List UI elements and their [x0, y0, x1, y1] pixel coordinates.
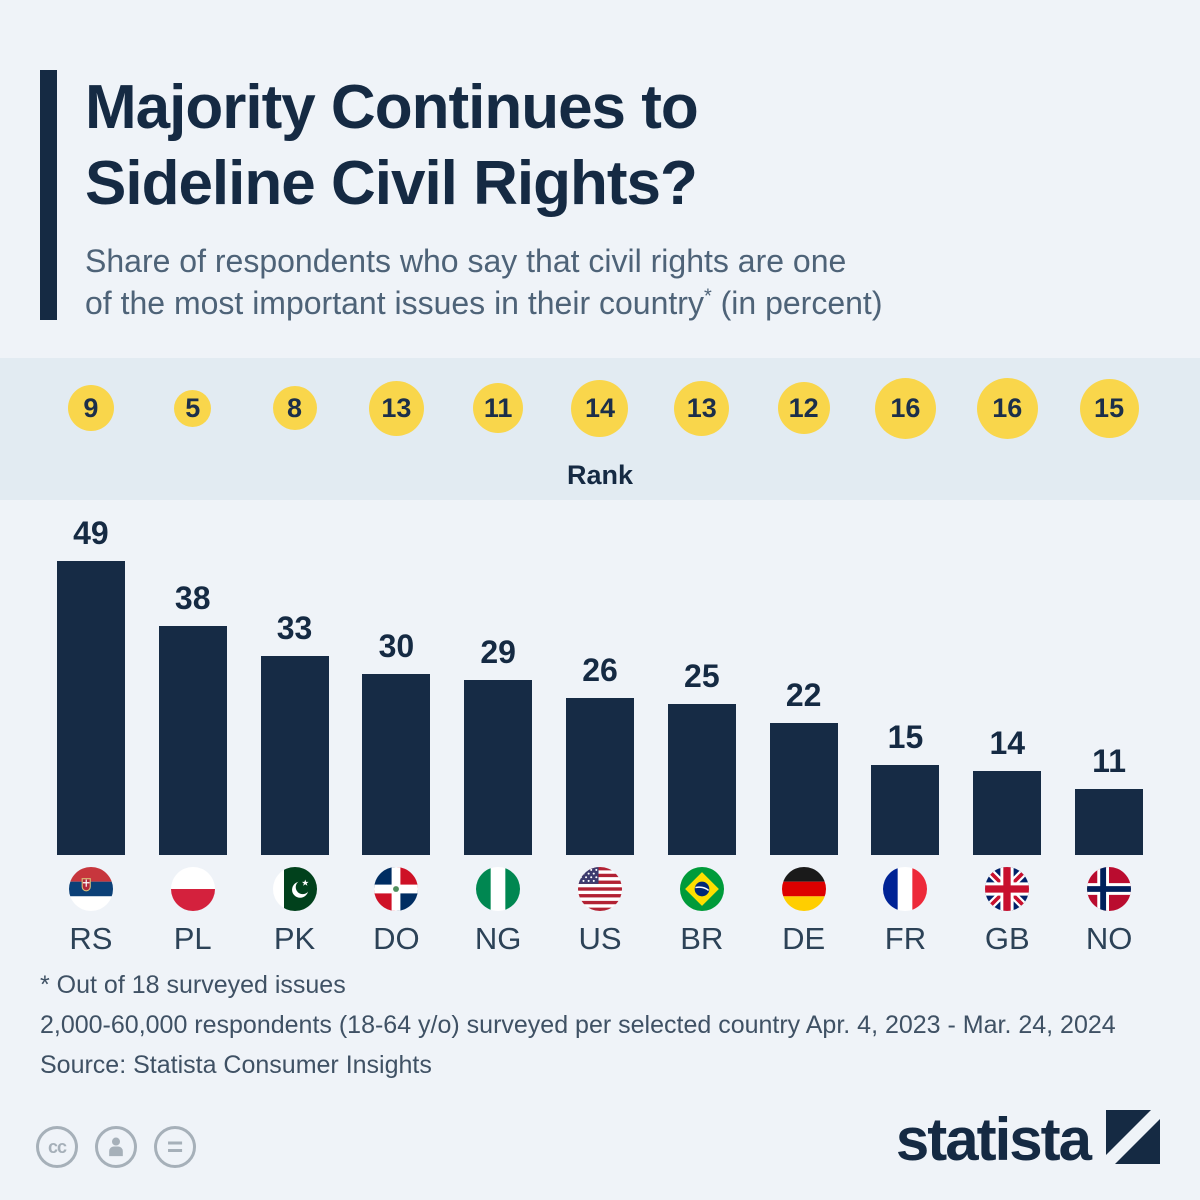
cc-icon: cc: [36, 1126, 78, 1168]
header-text: Majority Continues to Sideline Civil Righ…: [85, 70, 882, 324]
equals-icon: =: [154, 1126, 196, 1168]
chart-column-gb: 14 GB: [956, 515, 1058, 957]
bar-pk: [260, 656, 329, 855]
chart-column-rs: 49 RS: [40, 515, 142, 957]
page-title: Majority Continues to Sideline Civil Righ…: [85, 73, 699, 218]
flag-us-icon: [577, 867, 622, 911]
rank-circles-row: 9 5 8 13 11 14 13 12 16 16 15: [40, 358, 1160, 458]
bar-value-label-rs: 49: [73, 515, 109, 551]
bar-value-label-pl: 38: [174, 580, 211, 616]
flag-no-icon: [1087, 867, 1132, 911]
chart-column-do: 30 DO: [345, 515, 447, 957]
country-code-fr: FR: [884, 921, 927, 956]
chart-column-pk: 33 PK: [244, 515, 346, 957]
bar-value-label-br: 25: [684, 658, 720, 694]
rank-cell-de: 12: [753, 358, 855, 458]
bar-rs: [56, 561, 125, 855]
statista-brand: statista: [896, 1105, 1160, 1174]
country-code-pk: PK: [273, 921, 316, 956]
rank-cell-us: 14: [549, 358, 651, 458]
country-code-pl: PL: [173, 921, 212, 956]
footnotes: * Out of 18 surveyed issues 2,000-60,000…: [40, 968, 1160, 1088]
rank-circle-pl: 5: [174, 389, 212, 427]
rank-cell-gb: 16: [956, 358, 1058, 458]
country-code-no: NO: [1085, 921, 1133, 956]
chart-column-fr: 15 FR: [855, 515, 957, 957]
bar-value-label-gb: 14: [989, 725, 1026, 761]
country-code-ng: NG: [474, 921, 522, 956]
rank-circle-br: 13: [674, 380, 730, 436]
bar-value-label-pk: 33: [276, 610, 313, 646]
chart-column-pl: 38 PL: [142, 515, 244, 957]
country-code-us: US: [578, 921, 622, 956]
rank-circle-ng: 11: [473, 383, 524, 433]
bar-value-label-ng: 29: [480, 634, 516, 670]
rank-circle-fr: 16: [874, 377, 936, 439]
chart-subtitle: Share of respondents who say that civil …: [85, 243, 883, 321]
bar-ng: [464, 680, 533, 855]
header: Majority Continues to Sideline Civil Righ…: [40, 70, 1160, 324]
statista-wordmark: statista: [895, 1106, 1092, 1173]
bar-value-label-no: 11: [1092, 743, 1126, 779]
rank-circle-pk: 8: [272, 386, 317, 430]
bar-br: [667, 704, 736, 855]
rank-circle-gb: 16: [976, 377, 1038, 439]
footnote-surveyed-issues: * Out of 18 surveyed issues: [40, 971, 346, 999]
flag-de-icon: [781, 867, 826, 911]
country-code-do: DO: [373, 921, 420, 956]
rank-circle-us: 14: [571, 379, 629, 437]
flag-br-icon: [679, 867, 724, 911]
bar-no: [1075, 789, 1144, 855]
rank-circle-rs: 9: [67, 385, 114, 431]
attribution-person-icon: [95, 1126, 137, 1168]
rank-cell-do: 13: [345, 358, 447, 458]
flag-do-icon: [374, 867, 419, 911]
chart-column-de: 22 DE: [753, 515, 855, 957]
country-code-gb: GB: [984, 921, 1030, 956]
country-code-de: DE: [782, 921, 826, 956]
flag-ng-icon: [476, 867, 521, 911]
rank-cell-fr: 16: [855, 358, 957, 458]
rank-cell-ng: 11: [447, 358, 549, 458]
bar-value-label-do: 30: [378, 628, 415, 664]
rank-band: 9 5 8 13 11 14 13 12 16 16 15 Rank: [0, 358, 1200, 500]
bar-us: [565, 698, 634, 855]
bar-value-label-de: 22: [785, 677, 822, 713]
bar-pl: [158, 626, 227, 855]
title-accent-bar: [40, 70, 57, 320]
chart-column-br: 25 BR: [651, 515, 753, 957]
bar-de: [769, 723, 838, 855]
bar-value-label-fr: 15: [887, 719, 924, 755]
license-icons: cc =: [36, 1126, 196, 1168]
bar-chart: 49 RS 38 PL 33 PK 30 DO 29 NG 26 US 25 BR 22 DE 15 FR 14 GB…: [40, 515, 1160, 957]
chart-column-us: 26 US: [549, 515, 651, 957]
bar-do: [362, 674, 431, 855]
flag-gb-icon: [985, 867, 1030, 911]
country-code-rs: RS: [69, 921, 113, 956]
bar-gb: [973, 771, 1042, 855]
rank-axis-label: Rank: [566, 460, 634, 490]
statista-logo-icon: [1106, 1110, 1160, 1169]
chart-column-no: 11 NO: [1058, 515, 1160, 957]
rank-cell-rs: 9: [40, 358, 142, 458]
footnote-respondents: 2,000-60,000 respondents (18-64 y/o) sur…: [40, 1011, 1116, 1039]
rank-circle-de: 12: [777, 382, 830, 434]
rank-cell-br: 13: [651, 358, 753, 458]
rank-circle-do: 13: [368, 380, 424, 436]
flag-rs-icon: [68, 867, 113, 911]
country-code-br: BR: [680, 921, 724, 956]
rank-cell-pl: 5: [142, 358, 244, 458]
footnote-marker: *: [703, 285, 712, 308]
rank-circle-no: 15: [1079, 378, 1139, 438]
chart-column-ng: 29 NG: [447, 515, 549, 957]
bar-value-label-us: 26: [582, 652, 618, 688]
source-line: Source: Statista Consumer Insights: [40, 1051, 432, 1079]
bar-fr: [871, 765, 940, 855]
flag-pl-icon: [170, 867, 215, 911]
flag-fr-icon: [883, 867, 928, 911]
rank-cell-pk: 8: [244, 358, 346, 458]
flag-pk-icon: [272, 867, 317, 911]
rank-cell-no: 15: [1058, 358, 1160, 458]
